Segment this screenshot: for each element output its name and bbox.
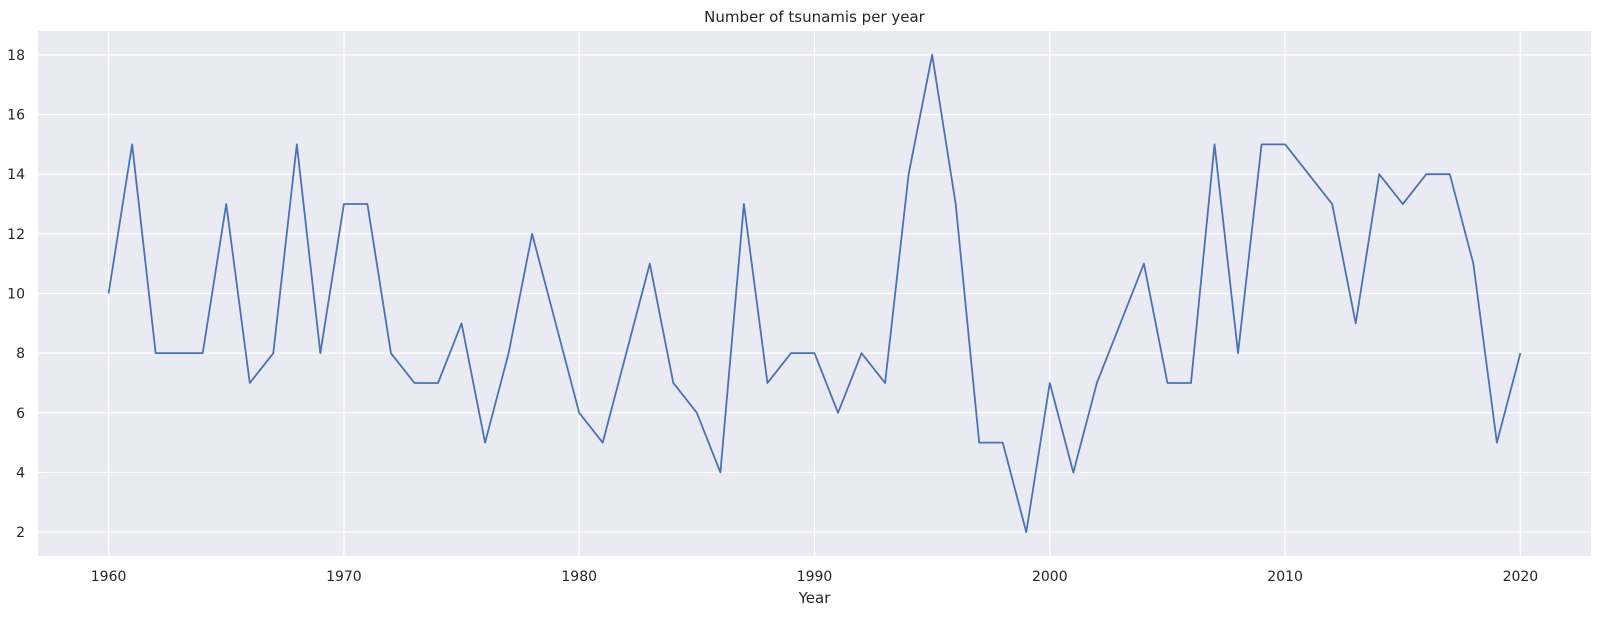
- x-tick-label: 2020: [1503, 569, 1539, 585]
- y-tick-label: 16: [7, 108, 25, 124]
- x-tick-label: 1980: [561, 569, 597, 585]
- y-tick-label: 12: [7, 227, 25, 243]
- chart-title: Number of tsunamis per year: [704, 8, 925, 26]
- series-line: [107, 53, 1522, 534]
- x-axis-label: Year: [798, 589, 832, 607]
- y-tick-label: 6: [16, 406, 25, 422]
- x-tick-label: 2000: [1032, 569, 1068, 585]
- y-tick-label: 8: [16, 346, 25, 362]
- y-tick-label: 2: [16, 525, 25, 541]
- y-tick-label: 10: [7, 287, 25, 303]
- x-tick-label: 1990: [797, 569, 833, 585]
- y-tick-label: 14: [7, 167, 25, 183]
- y-tick-label: 18: [7, 48, 25, 64]
- x-tick-label: 2010: [1267, 569, 1303, 585]
- x-tick-label: 1970: [326, 569, 362, 585]
- x-tick-label: 1960: [91, 569, 127, 585]
- y-tick-label: 4: [16, 465, 25, 481]
- tick-labels: 1960 1970 1980 1990 2000 2010 2020 2 4 6 8 10 12 14 16…: [7, 48, 1538, 585]
